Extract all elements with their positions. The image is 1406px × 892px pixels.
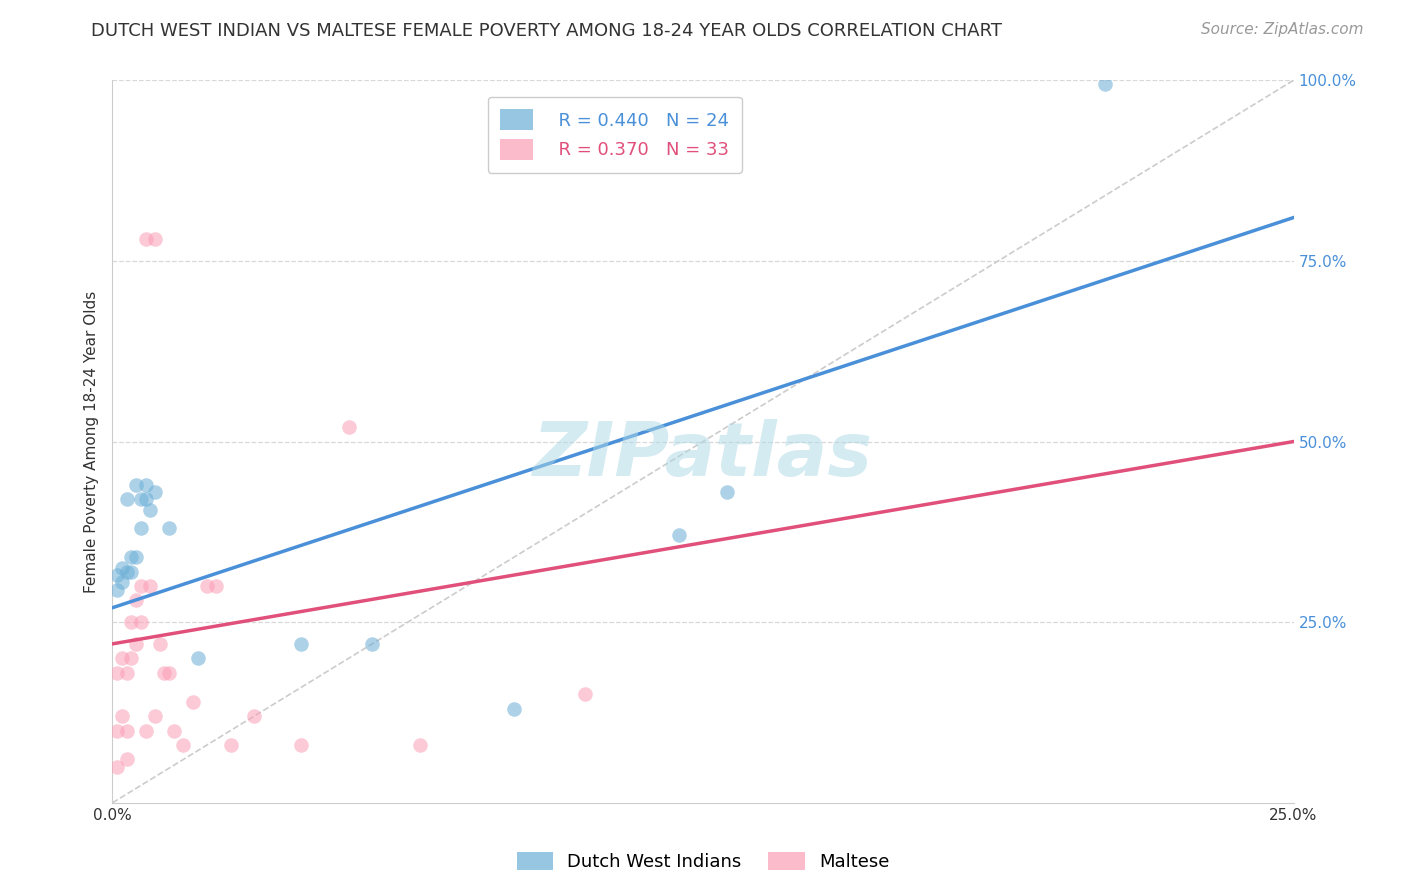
Point (135, 232, 157, 246)
Point (105, 582, 128, 597)
Point (120, 615, 142, 630)
Point (111, 651, 134, 665)
Point (157, 521, 180, 535)
Point (408, 738, 430, 752)
Point (135, 723, 157, 738)
Legend:   R = 0.440   N = 24,   R = 0.370   N = 33: R = 0.440 N = 24, R = 0.370 N = 33 (488, 96, 742, 172)
Point (125, 637, 148, 651)
Point (111, 709, 134, 723)
Point (139, 503, 162, 517)
Point (115, 492, 138, 507)
Point (195, 579, 218, 593)
Point (290, 738, 312, 752)
Point (111, 575, 134, 590)
Point (125, 550, 148, 565)
Point (105, 723, 128, 738)
Point (143, 709, 166, 723)
Point (157, 665, 180, 680)
Point (163, 723, 186, 738)
Point (115, 665, 138, 680)
Point (143, 485, 166, 500)
Point (205, 579, 228, 593)
Point (135, 492, 157, 507)
Point (129, 492, 152, 507)
Point (129, 521, 152, 535)
Point (181, 695, 204, 709)
Point (115, 565, 138, 579)
Point (120, 651, 142, 665)
Point (668, 528, 690, 542)
Text: Source: ZipAtlas.com: Source: ZipAtlas.com (1201, 22, 1364, 37)
Legend: Dutch West Indians, Maltese: Dutch West Indians, Maltese (509, 845, 897, 879)
Point (290, 637, 312, 651)
Point (135, 478, 157, 492)
Text: DUTCH WEST INDIAN VS MALTESE FEMALE POVERTY AMONG 18-24 YEAR OLDS CORRELATION CH: DUTCH WEST INDIAN VS MALTESE FEMALE POVE… (91, 22, 1002, 40)
Point (129, 615, 152, 630)
Point (1094, 77, 1116, 91)
Point (503, 702, 526, 716)
Point (120, 550, 142, 565)
Point (172, 738, 194, 752)
Point (105, 568, 128, 582)
Point (337, 420, 360, 434)
Point (111, 561, 134, 575)
Point (105, 760, 128, 774)
Point (243, 709, 266, 723)
Point (716, 485, 738, 500)
Text: ZIPatlas: ZIPatlas (533, 419, 873, 492)
Point (129, 579, 152, 593)
Point (153, 665, 176, 680)
Point (219, 738, 242, 752)
Point (125, 593, 148, 607)
Point (105, 665, 128, 680)
Point (361, 637, 384, 651)
Point (149, 637, 172, 651)
Point (139, 579, 162, 593)
Point (125, 478, 148, 492)
Point (186, 651, 208, 665)
Y-axis label: Female Poverty Among 18-24 Year Olds: Female Poverty Among 18-24 Year Olds (83, 291, 98, 592)
Point (143, 232, 166, 246)
Point (115, 752, 138, 766)
Point (120, 565, 142, 579)
Point (115, 723, 138, 738)
Point (574, 687, 596, 701)
